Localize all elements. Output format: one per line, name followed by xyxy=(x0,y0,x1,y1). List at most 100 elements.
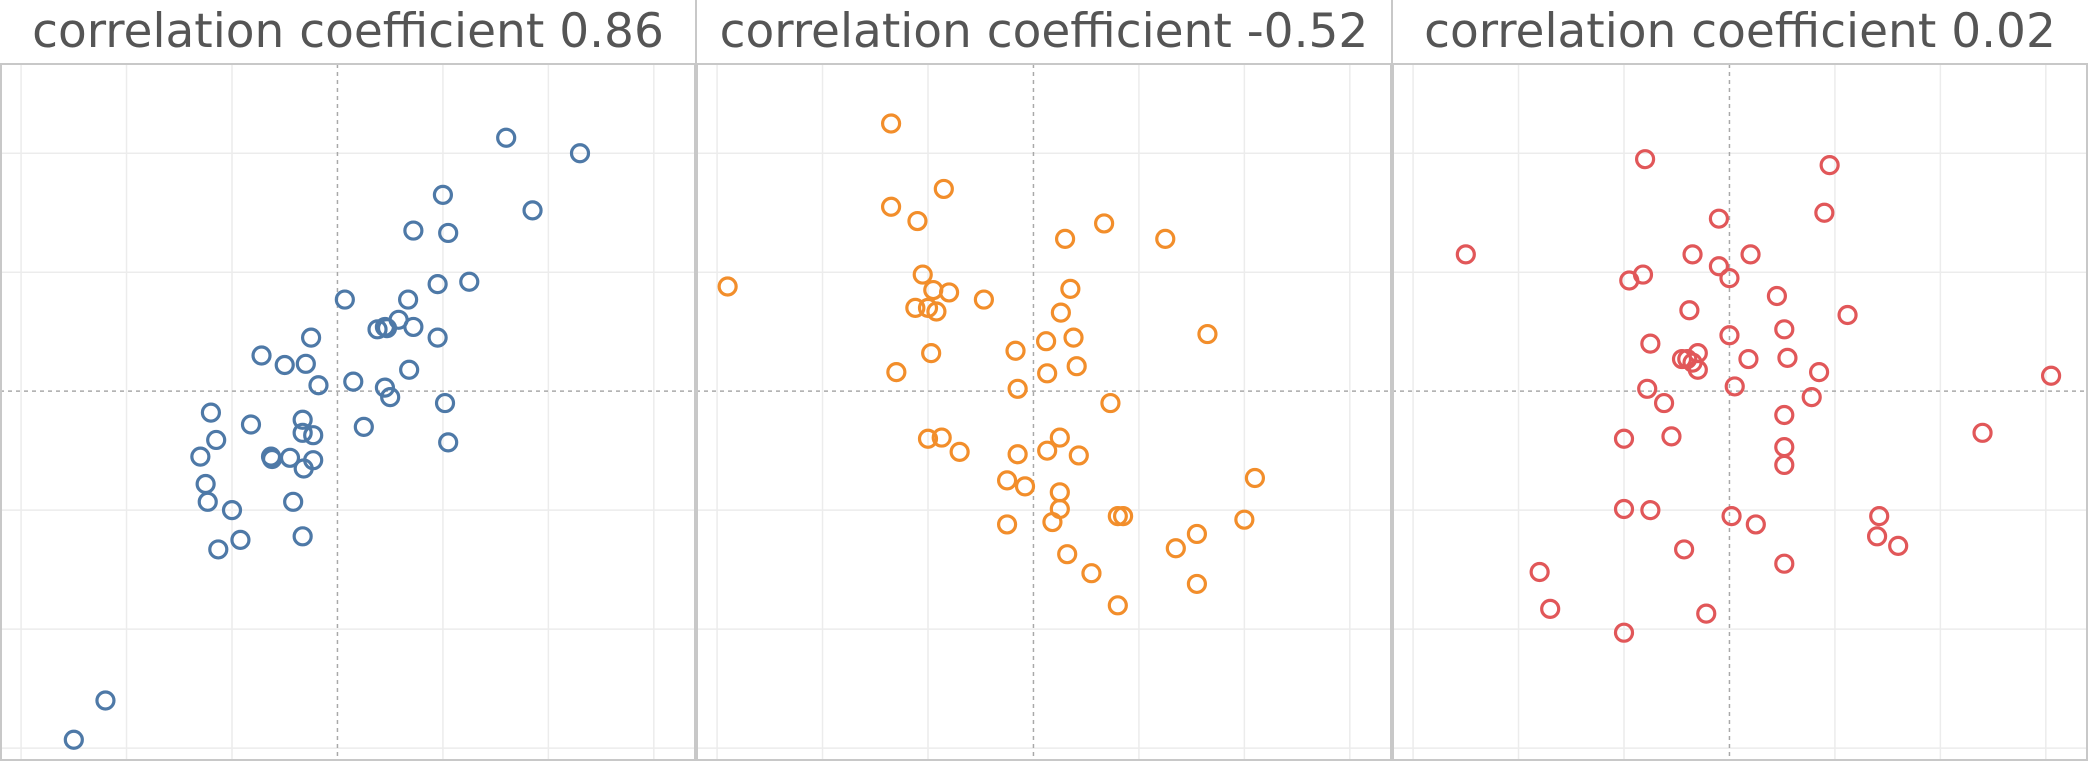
scatter-point xyxy=(1244,467,1266,489)
scatter-panel-2: correlation coefficient -0.52 xyxy=(695,0,1392,761)
scatter-point xyxy=(353,416,374,437)
scatter-point xyxy=(973,289,994,310)
scatter-point xyxy=(886,362,907,383)
scatter-point xyxy=(367,319,388,340)
scatter-point xyxy=(1674,539,1695,560)
scatter-point xyxy=(996,514,1018,535)
scatter-point xyxy=(1081,563,1102,584)
scatter-point xyxy=(1774,436,1795,458)
scatter-point xyxy=(63,729,84,750)
scatter-point xyxy=(190,446,211,467)
scatter-point xyxy=(195,473,216,495)
scatter-point xyxy=(399,359,420,380)
scatter-point xyxy=(1774,404,1795,426)
scatter-point xyxy=(1529,561,1550,583)
scatter-point xyxy=(1866,526,1888,547)
scatter-point xyxy=(293,458,314,479)
scatter-point xyxy=(459,271,480,292)
scatter-point xyxy=(1808,362,1830,383)
scatter-point xyxy=(206,429,227,451)
scatter-point xyxy=(295,353,316,374)
scatter-point xyxy=(376,318,398,339)
scatter-point xyxy=(907,210,928,232)
panel-frame xyxy=(1392,63,2088,761)
scatter-point xyxy=(1455,244,1476,265)
scatter-point xyxy=(274,354,295,376)
scatter-point xyxy=(251,345,272,366)
scatter-point xyxy=(221,500,243,521)
scatter-point xyxy=(292,526,313,547)
scatter-point xyxy=(1613,428,1635,449)
scatter-point xyxy=(200,402,222,423)
scatter-point xyxy=(522,200,543,221)
scatter-point xyxy=(438,222,459,244)
scatter-point xyxy=(949,441,970,462)
scatter-point xyxy=(1619,270,1640,291)
scatter-point xyxy=(717,276,738,297)
scatter-point xyxy=(432,184,454,205)
scatter-point xyxy=(1888,535,1909,556)
scatter-point xyxy=(300,327,322,348)
scatter-point xyxy=(1679,300,1700,321)
scatter-point xyxy=(303,425,324,446)
scatter-point xyxy=(208,539,229,560)
scatter-point xyxy=(1057,544,1078,565)
scatter-point xyxy=(427,327,448,348)
scatter-point xyxy=(496,127,517,148)
scatter-point xyxy=(938,282,960,303)
scatter-point xyxy=(1777,347,1798,368)
panel-frame xyxy=(0,63,696,761)
scatter-point xyxy=(1721,506,1742,527)
scatter-point xyxy=(880,196,902,217)
scatter-point xyxy=(1036,331,1057,352)
scatter-point xyxy=(1060,278,1081,299)
scatter-point xyxy=(279,447,301,468)
scatter-point xyxy=(1066,356,1087,377)
scatter-point xyxy=(1801,387,1822,408)
scatter-point xyxy=(1708,256,1730,277)
scatter-point xyxy=(1007,444,1028,465)
scatter-point xyxy=(1100,392,1121,414)
scatter-point xyxy=(1037,363,1058,384)
scatter-point xyxy=(1007,378,1028,399)
scatter-point xyxy=(1613,622,1635,643)
scatter-point xyxy=(434,392,456,414)
scatter-point xyxy=(569,143,591,164)
scatter-point xyxy=(917,428,939,449)
scatter-point xyxy=(1234,509,1255,530)
scatter-point xyxy=(1112,506,1134,527)
scatter-point xyxy=(880,113,902,134)
scatter-point xyxy=(292,422,313,443)
scatter-point xyxy=(197,491,218,512)
panel-title: correlation coefficient 0.86 xyxy=(32,4,664,59)
scatter-point xyxy=(1068,445,1089,466)
scatter-point xyxy=(1640,333,1661,354)
scatter-point xyxy=(230,529,251,550)
scatter-point xyxy=(1107,595,1128,616)
scatter-panel-3: correlation coefficient 0.02 xyxy=(1391,0,2088,761)
scatter-point xyxy=(1814,202,1835,223)
scatter-point xyxy=(1197,323,1218,345)
scatter-point xyxy=(2040,365,2062,386)
scatter-point xyxy=(912,264,933,285)
scatter-point xyxy=(343,371,364,392)
scatter-point xyxy=(1042,511,1063,533)
scatter-point xyxy=(1774,319,1795,340)
scatter-point xyxy=(1186,573,1208,595)
scatter-point xyxy=(1186,523,1208,545)
scatter-point xyxy=(1063,327,1084,348)
scatter-point xyxy=(1653,392,1675,414)
panel-title: correlation coefficient 0.02 xyxy=(1424,4,2056,59)
scatter-point xyxy=(926,301,947,322)
scatter-point xyxy=(438,432,459,453)
scatter-point xyxy=(1719,268,1740,289)
scatter-point xyxy=(403,220,424,241)
scatter-point xyxy=(1819,155,1840,176)
scatter-point xyxy=(1540,598,1561,620)
scatter-point xyxy=(1972,422,1993,443)
scatter-point xyxy=(292,409,313,430)
scatter-point xyxy=(1005,340,1026,361)
scatter-point xyxy=(283,491,304,512)
panel-frame xyxy=(696,63,1392,761)
